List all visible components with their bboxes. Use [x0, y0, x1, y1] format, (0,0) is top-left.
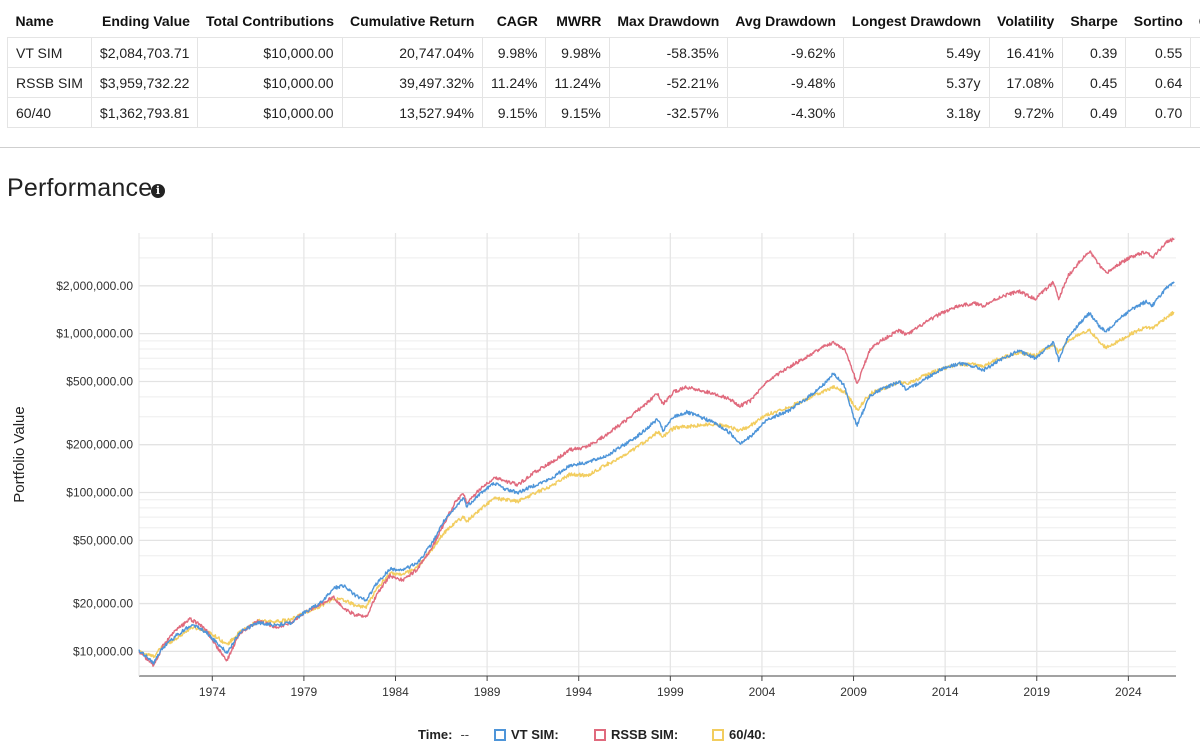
legend-time: Time: --	[418, 727, 469, 742]
table-cell-total-contributions: $10,000.00	[197, 97, 343, 128]
info-icon[interactable]: i	[151, 184, 165, 198]
table-cell-max-drawdown: -58.35%	[608, 37, 728, 68]
table-cell-avg-drawdown: -4.30%	[726, 97, 845, 128]
x-tick-label: 1979	[291, 685, 318, 699]
column-header-avg-drawdown[interactable]: Avg Drawdown	[735, 13, 836, 29]
x-tick-label: 1999	[657, 685, 684, 699]
table-cell-sharpe: 0.45	[1061, 67, 1127, 98]
y-tick-label: $100,000.00	[66, 486, 133, 500]
column-header-calmar[interactable]: Calmar	[1191, 5, 1200, 38]
chart-legend: Time: -- VT SIM: RSSB SIM: 60/40:	[0, 725, 1200, 747]
column-header-max-drawdown[interactable]: Max Drawdown	[617, 13, 720, 29]
y-tick-label: $10,000.00	[73, 644, 133, 658]
y-tick-label: $200,000.00	[66, 438, 133, 452]
table-cell-volatility: 17.08%	[988, 67, 1063, 98]
table-cell-max-drawdown: -32.57%	[608, 97, 728, 128]
table-cell-longest-drawdown: 5.49y	[843, 37, 990, 68]
table-cell-ending-value: $1,362,793.81	[90, 97, 199, 128]
column-header-total-contributions[interactable]: Total Contributions	[205, 13, 334, 29]
table-cell-longest-drawdown: 3.18y	[843, 97, 990, 128]
table-cell-max-drawdown: -52.21%	[608, 67, 728, 98]
column-header-mwrr[interactable]: MWRR	[556, 13, 602, 29]
y-axis-label: Portfolio Value	[11, 406, 28, 502]
table-row: VT SIM $2,084,703.71 $10,000.00 20,747.04% 9…	[7, 37, 1200, 68]
section-divider	[0, 147, 1200, 148]
x-tick-label: 2019	[1023, 685, 1050, 699]
y-tick-label: $1,000,000.00	[56, 327, 133, 341]
legend-swatch-60-40	[712, 728, 724, 741]
table-cell-volatility: 9.72%	[988, 97, 1063, 128]
y-tick-label: $50,000.00	[73, 533, 133, 547]
x-tick-label: 2024	[1115, 685, 1142, 699]
table-cell-sortino: 0.64	[1125, 67, 1192, 98]
stats-table: Name Ending Value Total Contributions Cumul…	[7, 5, 1200, 128]
table-cell-calmar: 0.17	[1190, 37, 1200, 68]
table-cell-name: RSSB SIM	[7, 67, 92, 98]
table-cell-total-contributions: $10,000.00	[197, 67, 343, 98]
legend-item-60-40[interactable]: 60/40:	[712, 727, 766, 742]
column-header-name[interactable]: Name	[15, 13, 54, 29]
table-cell-sharpe: 0.49	[1061, 97, 1127, 128]
x-tick-label: 1994	[565, 685, 592, 699]
table-cell-cagr: 9.98%	[481, 37, 547, 68]
legend-item-vt-sim[interactable]: VT SIM:	[494, 727, 559, 742]
table-cell-avg-drawdown: -9.62%	[726, 37, 845, 68]
table-row: 60/40 $1,362,793.81 $10,000.00 13,527.94% 9.…	[7, 97, 1200, 128]
x-tick-label: 2009	[840, 685, 867, 699]
table-cell-name: VT SIM	[7, 37, 92, 68]
stats-header-row: Name Ending Value Total Contributions Cumul…	[8, 5, 1200, 38]
x-tick-label: 1974	[199, 685, 226, 699]
table-cell-ending-value: $2,084,703.71	[90, 37, 199, 68]
table-cell-avg-drawdown: -9.48%	[726, 67, 845, 98]
table-cell-mwrr: 9.98%	[545, 37, 610, 68]
column-header-volatility[interactable]: Volatility	[997, 13, 1055, 29]
column-header-sharpe[interactable]: Sharpe	[1070, 13, 1118, 29]
column-header-longest-drawdown[interactable]: Longest Drawdown	[851, 13, 982, 29]
legend-label-60-40: 60/40:	[729, 727, 766, 742]
stats-body: VT SIM $2,084,703.71 $10,000.00 20,747.04% 9…	[7, 37, 1200, 128]
table-cell-mwrr: 9.15%	[545, 97, 610, 128]
table-cell-volatility: 16.41%	[988, 37, 1063, 68]
legend-time-label: Time:	[418, 727, 453, 742]
table-cell-calmar: 0.28	[1190, 97, 1200, 128]
column-header-cumulative-return[interactable]: Cumulative Return	[350, 13, 475, 29]
table-cell-cumulative-return: 39,497.32%	[341, 67, 483, 98]
table-cell-sortino: 0.70	[1125, 97, 1192, 128]
page-title: Performance	[7, 174, 153, 202]
x-tick-label: 2004	[749, 685, 776, 699]
table-cell-cumulative-return: 20,747.04%	[341, 37, 483, 68]
table-row: RSSB SIM $3,959,732.22 $10,000.00 39,497.32…	[7, 67, 1200, 98]
table-cell-ending-value: $3,959,732.22	[90, 67, 199, 98]
legend-swatch-vt-sim	[494, 728, 506, 741]
table-cell-sharpe: 0.39	[1061, 37, 1127, 68]
table-cell-sortino: 0.55	[1125, 37, 1192, 68]
legend-swatch-rssb-sim	[594, 728, 606, 741]
legend-time-value: --	[460, 727, 470, 742]
x-tick-label: 1989	[474, 685, 501, 699]
table-cell-name: 60/40	[7, 97, 92, 128]
column-header-cagr[interactable]: CAGR	[496, 13, 538, 29]
table-cell-cumulative-return: 13,527.94%	[341, 97, 483, 128]
x-tick-label: 1984	[382, 685, 409, 699]
series-line-60-40	[138, 311, 1175, 659]
table-cell-cagr: 9.15%	[481, 97, 547, 128]
series-line-vt-sim	[138, 281, 1175, 665]
legend-item-rssb-sim[interactable]: RSSB SIM:	[594, 727, 678, 742]
table-cell-total-contributions: $10,000.00	[197, 37, 343, 68]
column-header-sortino[interactable]: Sortino	[1133, 13, 1183, 29]
legend-label-vt-sim: VT SIM:	[511, 727, 559, 742]
y-tick-label: $2,000,000.00	[56, 279, 133, 293]
y-tick-label: $20,000.00	[73, 597, 133, 611]
x-tick-label: 2014	[932, 685, 959, 699]
table-cell-cagr: 11.24%	[481, 67, 547, 98]
column-header-ending-value[interactable]: Ending Value	[102, 13, 190, 29]
y-tick-label: $500,000.00	[66, 374, 133, 388]
table-cell-longest-drawdown: 5.37y	[843, 67, 990, 98]
stats-table-container: Name Ending Value Total Contributions Cumul…	[7, 5, 1200, 128]
table-cell-calmar: 0.22	[1190, 67, 1200, 98]
performance-chart: $2,000,000.00 $1,000,000.00 $500,000.00 $20…	[11, 233, 1176, 699]
series-line-rssb-sim	[138, 237, 1175, 667]
table-cell-mwrr: 11.24%	[545, 67, 610, 98]
legend-label-rssb-sim: RSSB SIM:	[611, 727, 679, 742]
